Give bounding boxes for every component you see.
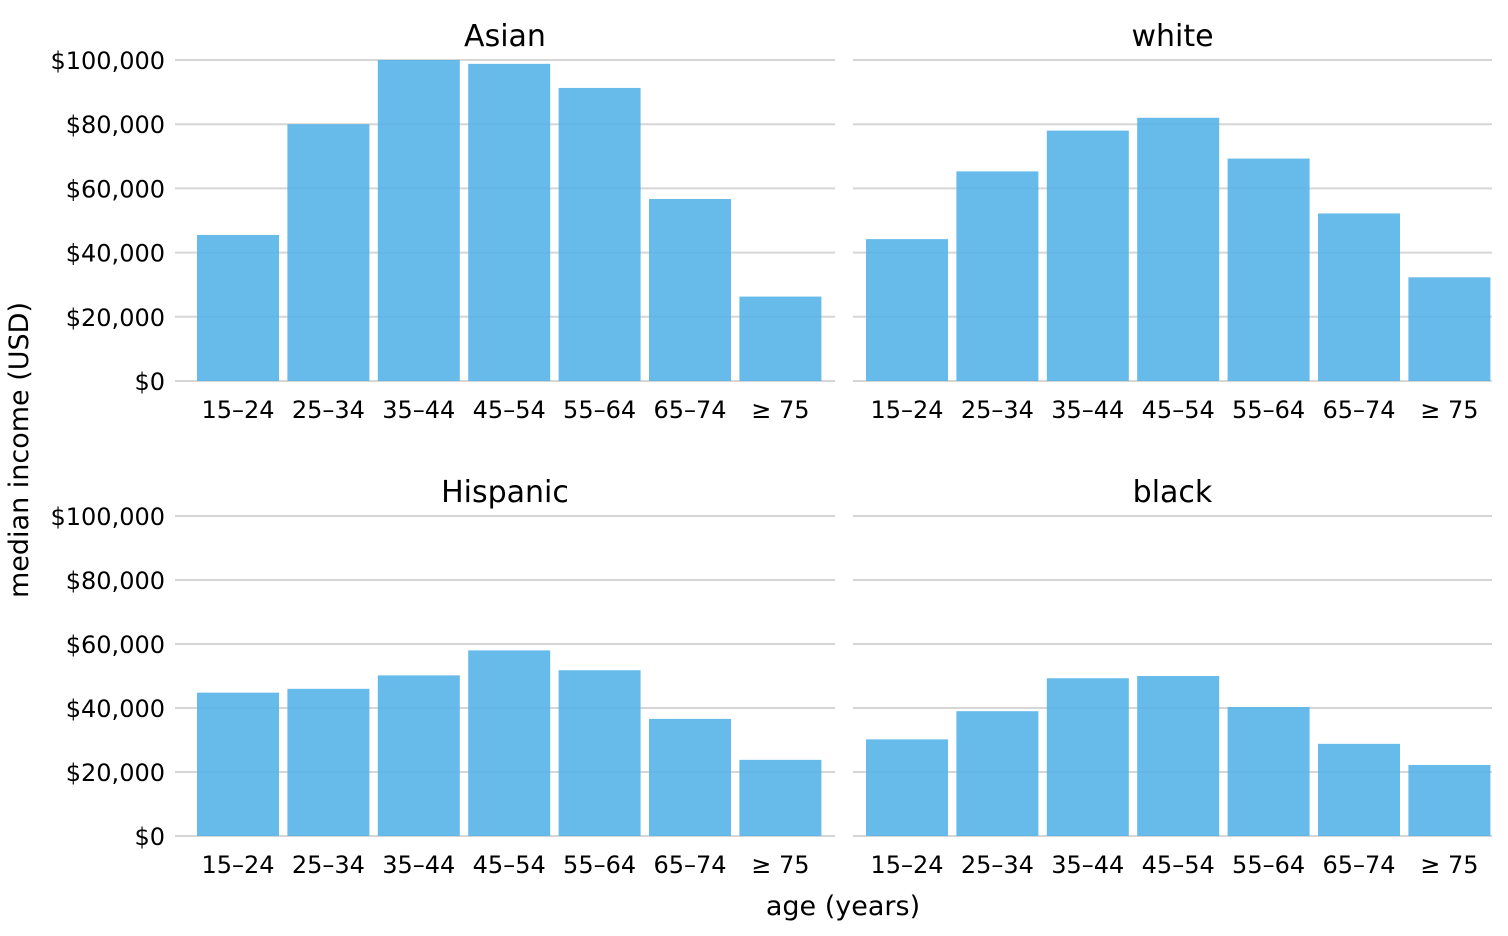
x-tick-label: 35–44 — [1051, 851, 1124, 879]
y-tick-label: $20,000 — [66, 759, 165, 787]
y-tick-label: $80,000 — [66, 567, 165, 595]
x-tick-label: 45–54 — [1142, 396, 1215, 424]
x-tick-label: 55–64 — [1232, 851, 1305, 879]
x-tick-label: ≥ 75 — [751, 396, 809, 424]
bar — [1227, 158, 1310, 381]
x-tick-label: ≥ 75 — [1420, 851, 1478, 879]
panel-title: Hispanic — [441, 475, 569, 510]
y-tick-label: $0 — [134, 823, 165, 851]
facet-panel: $0 $20,000 $40,000 $60,000 $80,000 $100,000 15… — [50, 19, 835, 424]
x-tick-label: 15–24 — [870, 396, 943, 424]
x-tick-label: 25–34 — [292, 851, 365, 879]
y-tick-label: $0 — [134, 368, 165, 396]
x-tick-label: 15–24 — [870, 851, 943, 879]
x-tick-label: 65–74 — [653, 851, 726, 879]
x-tick-label: 65–74 — [1322, 396, 1395, 424]
x-tick-label: 45–54 — [473, 851, 546, 879]
bar — [739, 759, 822, 836]
x-tick-label: 45–54 — [1142, 851, 1215, 879]
bar — [1318, 743, 1400, 836]
x-tick-label: 45–54 — [473, 396, 546, 424]
bar — [1408, 277, 1491, 381]
bar — [1046, 678, 1129, 836]
bar — [1046, 130, 1129, 381]
bar — [866, 239, 948, 381]
x-tick-label: ≥ 75 — [751, 851, 809, 879]
panel-title: black — [1133, 475, 1213, 510]
y-tick-label: $60,000 — [66, 175, 165, 203]
bar — [649, 718, 731, 836]
panels: $0 $20,000 $40,000 $60,000 $80,000 $100,000 15… — [50, 19, 1492, 879]
x-tick-label: 65–74 — [1322, 851, 1395, 879]
bar — [197, 692, 279, 836]
y-tick-label: $40,000 — [66, 695, 165, 723]
x-tick-label: 35–44 — [382, 851, 455, 879]
y-tick-label: $100,000 — [50, 47, 165, 75]
y-tick-label: $80,000 — [66, 111, 165, 139]
bar — [1318, 213, 1400, 381]
x-tick-label: 55–64 — [563, 851, 636, 879]
x-tick-label: 15–24 — [201, 396, 274, 424]
panel-title: white — [1131, 19, 1213, 54]
x-tick-label: 25–34 — [961, 851, 1034, 879]
x-tick-label: 55–64 — [563, 396, 636, 424]
bar — [377, 675, 460, 836]
bar — [468, 650, 551, 836]
y-tick-label: $100,000 — [50, 503, 165, 531]
bar — [956, 171, 1039, 381]
bar — [649, 198, 731, 381]
bar — [1227, 707, 1310, 836]
bar — [1137, 117, 1220, 381]
bar — [1137, 676, 1220, 836]
bar — [866, 739, 948, 836]
panel-title: Asian — [464, 19, 546, 54]
x-tick-label: 65–74 — [653, 396, 726, 424]
bar — [287, 688, 370, 836]
bar — [197, 234, 279, 381]
facet-panel: 15–24 25–34 35–44 45–54 55–64 65–74 ≥ 75 black — [853, 475, 1492, 879]
x-axis-title: age (years) — [766, 891, 920, 922]
y-tick-label: $20,000 — [66, 304, 165, 332]
y-tick-label: $60,000 — [66, 631, 165, 659]
y-axis-title: median income (USD) — [4, 302, 35, 598]
x-tick-label: 25–34 — [961, 396, 1034, 424]
x-tick-label: 35–44 — [1051, 396, 1124, 424]
bar — [558, 670, 641, 836]
y-tick-label: $40,000 — [66, 240, 165, 268]
x-tick-label: 25–34 — [292, 396, 365, 424]
bar — [468, 63, 551, 382]
bar — [377, 60, 460, 381]
facet-panel: 15–24 25–34 35–44 45–54 55–64 65–74 ≥ 75 white — [853, 19, 1492, 424]
x-tick-label: ≥ 75 — [1420, 396, 1478, 424]
x-tick-label: 55–64 — [1232, 396, 1305, 424]
bar — [287, 124, 370, 381]
bar — [956, 711, 1039, 836]
x-tick-label: 35–44 — [382, 396, 455, 424]
x-tick-label: 15–24 — [201, 851, 274, 879]
facet-panel: $0 $20,000 $40,000 $60,000 $80,000 $100,000 15… — [50, 475, 835, 879]
bar — [739, 296, 822, 381]
bar — [558, 87, 641, 381]
bar — [1408, 764, 1491, 836]
